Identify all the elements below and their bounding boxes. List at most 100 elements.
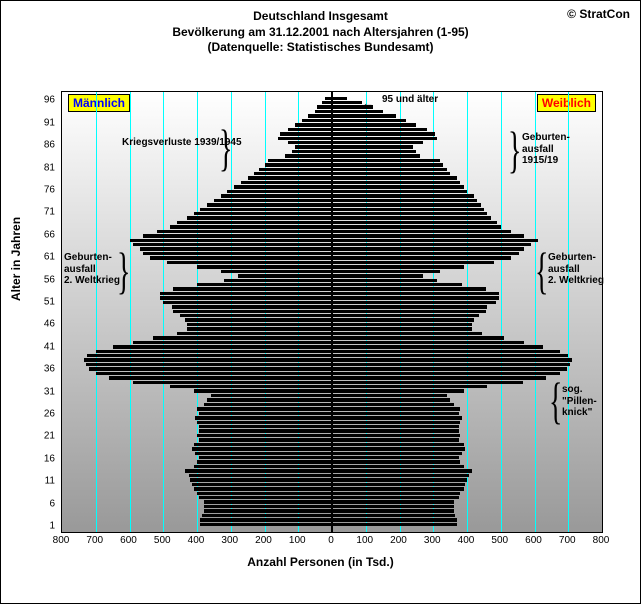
bar-male	[207, 398, 332, 401]
x-tick: 600	[525, 535, 542, 546]
y-label: Alter in Jahren	[9, 217, 23, 301]
bar-female	[332, 274, 423, 277]
x-tick: 500	[154, 535, 171, 546]
bar-female	[332, 314, 479, 317]
brace-ww2-right: {	[535, 244, 548, 302]
brace-ww2-left: }	[117, 244, 130, 302]
bar-male	[268, 159, 332, 162]
bar-male	[197, 460, 332, 463]
y-tick: 81	[44, 162, 55, 173]
y-tick: 21	[44, 431, 55, 442]
y-tick: 71	[44, 207, 55, 218]
bar-female	[332, 176, 457, 179]
bar-male	[143, 252, 332, 255]
bar-male	[194, 487, 332, 490]
bar-female	[332, 372, 560, 375]
bar-female	[332, 145, 413, 148]
bar-female	[332, 438, 459, 441]
bar-female	[332, 483, 465, 486]
bar-female	[332, 465, 464, 468]
bar-male	[89, 367, 332, 370]
bar-male	[96, 372, 332, 375]
bar-male	[86, 363, 332, 366]
bar-male	[280, 132, 332, 135]
bar-female	[332, 336, 504, 339]
y-tick: 31	[44, 386, 55, 397]
bar-female	[332, 407, 460, 410]
bar-female	[332, 243, 531, 246]
bar-male	[207, 203, 332, 206]
bar-female	[332, 230, 511, 233]
bar-female	[332, 110, 383, 113]
bar-female	[332, 239, 538, 242]
bar-female	[332, 97, 347, 100]
bar-female	[332, 261, 494, 264]
bar-male	[194, 389, 332, 392]
bar-male	[185, 469, 332, 472]
bar-male	[200, 523, 332, 526]
bar-male	[113, 345, 332, 348]
bar-female	[332, 150, 416, 153]
y-tick: 56	[44, 274, 55, 285]
bar-male	[133, 341, 332, 344]
bar-female	[332, 310, 486, 313]
bar-female	[332, 296, 499, 299]
bar-male	[288, 128, 332, 131]
bar-female	[332, 474, 469, 477]
bar-female	[332, 518, 457, 521]
y-tick: 91	[44, 117, 55, 128]
bar-male	[308, 114, 332, 117]
bar-female	[332, 509, 454, 512]
bar-female	[332, 425, 459, 428]
x-tick: 200	[255, 535, 272, 546]
x-tick: 600	[120, 535, 137, 546]
bar-female	[332, 394, 447, 397]
bar-female	[332, 403, 454, 406]
bar-male	[197, 421, 332, 424]
x-tick: 100	[289, 535, 306, 546]
bar-male	[241, 181, 332, 184]
bar-female	[332, 412, 459, 415]
bar-male	[317, 105, 332, 108]
bar-male	[234, 185, 332, 188]
bar-female	[332, 354, 568, 357]
chart-frame: © StratCon Deutschland Insgesamt Bevölke…	[0, 0, 641, 604]
bar-female	[332, 203, 481, 206]
x-tick: 800	[593, 535, 610, 546]
bar-female	[332, 469, 472, 472]
bar-female	[332, 416, 462, 419]
y-tick: 41	[44, 341, 55, 352]
bar-female	[332, 341, 524, 344]
bar-male	[197, 434, 332, 437]
bar-female	[332, 460, 460, 463]
bar-female	[332, 101, 362, 104]
bar-female	[332, 305, 487, 308]
bar-male	[204, 403, 332, 406]
plot-area: Männlich Weiblich ← 95 und älter Kriegsv…	[61, 91, 603, 533]
x-ticks: 8007006005004003002001000100200300400500…	[61, 535, 601, 551]
x-label: Anzahl Personen (in Tsd.)	[1, 555, 640, 569]
bar-male	[204, 505, 332, 508]
bar-male	[190, 478, 332, 481]
bar-male	[197, 407, 332, 410]
bar-male	[199, 438, 332, 441]
bar-female	[332, 141, 423, 144]
bar-male	[157, 230, 333, 233]
bar-female	[332, 287, 486, 290]
bar-female	[332, 496, 459, 499]
bar-male	[194, 443, 332, 446]
bar-male	[160, 292, 332, 295]
bar-male	[187, 216, 332, 219]
bar-female	[332, 363, 570, 366]
bar-male	[238, 274, 333, 277]
bar-male	[187, 323, 332, 326]
bar-male	[160, 296, 332, 299]
y-tick: 96	[44, 95, 55, 106]
bar-female	[332, 172, 450, 175]
bar-female	[332, 292, 499, 295]
brace-birth-1915: }	[508, 123, 521, 181]
ann-top: 95 und älter	[382, 94, 438, 106]
bar-male	[143, 234, 332, 237]
bar-male	[87, 354, 332, 357]
y-tick: 1	[49, 521, 55, 532]
